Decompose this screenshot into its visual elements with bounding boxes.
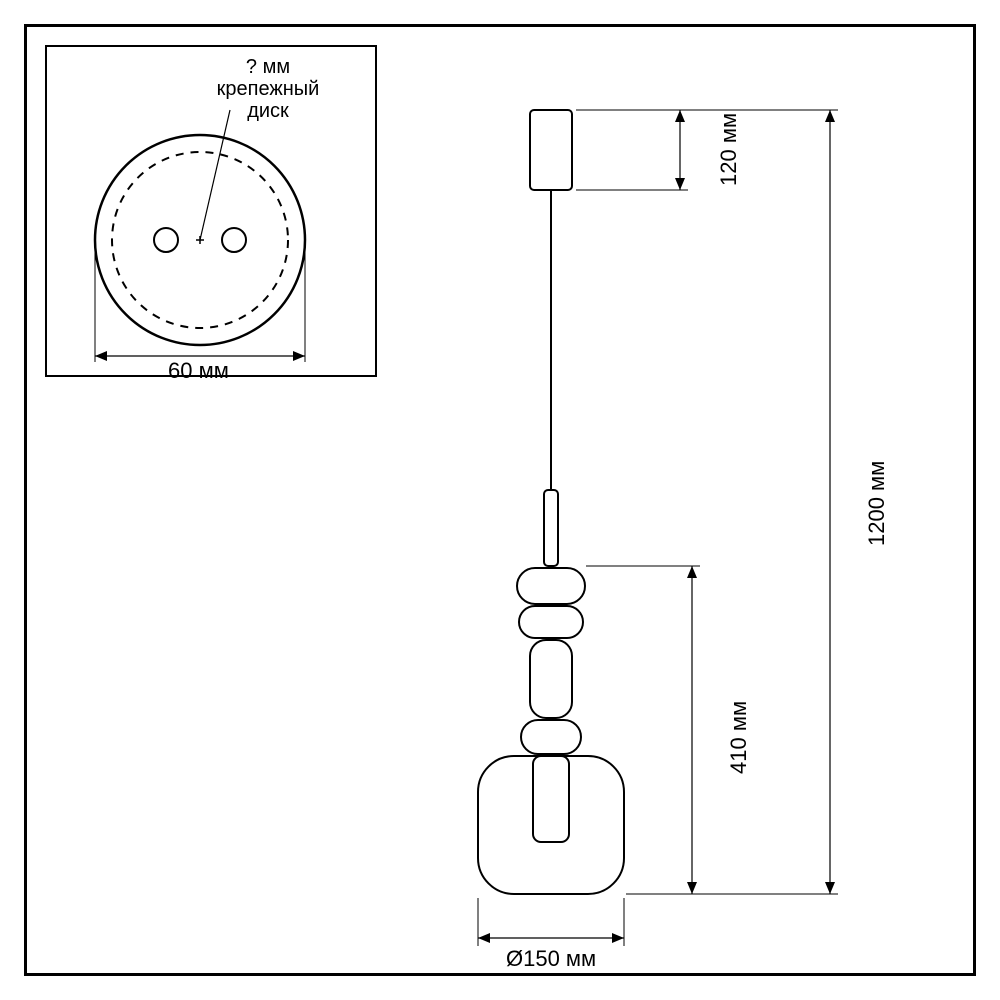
inset-note: ? мм крепежный диск — [198, 56, 338, 122]
disc-hole-left — [154, 228, 178, 252]
arr-1200-b — [825, 882, 835, 894]
bead-1 — [517, 568, 585, 604]
inset-arrow-l — [95, 351, 107, 361]
disc-hole-right — [222, 228, 246, 252]
arr-1200-t — [825, 110, 835, 122]
canopy — [530, 110, 572, 190]
label-1200mm: 1200 мм — [864, 461, 890, 546]
stem — [544, 490, 558, 566]
arr-150-r — [612, 933, 624, 943]
bead-3 — [521, 720, 581, 754]
label-410mm: 410 мм — [726, 701, 752, 774]
inset-note-line1: ? мм — [246, 56, 290, 78]
inset-arrow-r — [293, 351, 305, 361]
label-60mm: 60 мм — [168, 358, 229, 384]
arr-410-b — [687, 882, 697, 894]
inset-note-line3: диск — [247, 100, 289, 122]
arr-150-l — [478, 933, 490, 943]
inset-note-line2: крепежный — [217, 78, 320, 100]
label-120mm: 120 мм — [716, 113, 742, 186]
bead-2 — [519, 606, 583, 638]
arr-120-b — [675, 178, 685, 190]
label-150mm: Ø150 мм — [506, 946, 596, 972]
shade-inner-cyl — [533, 756, 569, 842]
arr-410-t — [687, 566, 697, 578]
arr-120-t — [675, 110, 685, 122]
disc-leader — [200, 110, 230, 240]
cyl-segment — [530, 640, 572, 718]
diagram-svg — [0, 0, 1000, 1000]
